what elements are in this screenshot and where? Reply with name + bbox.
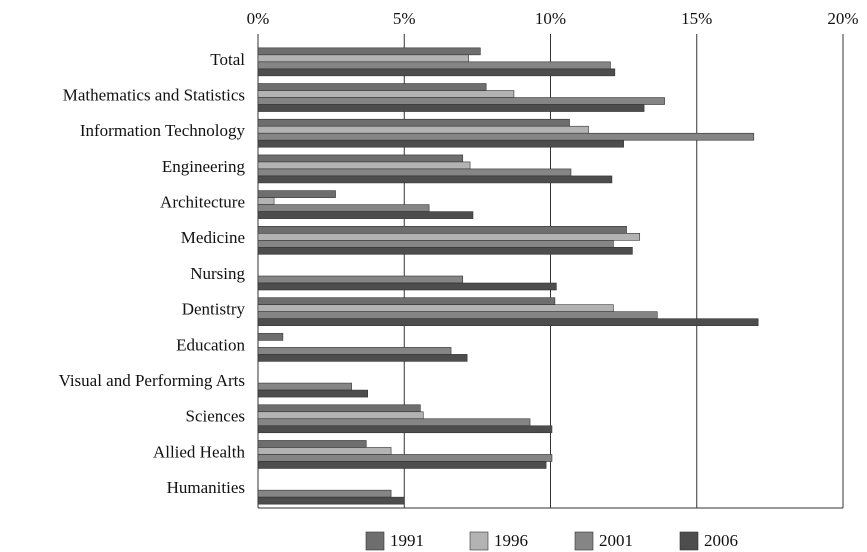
bar [257,190,336,198]
bar [257,175,613,184]
y-tick-label: Allied Health [153,442,246,461]
y-tick-label: Engineering [162,157,246,176]
y-tick-label: Nursing [190,264,245,283]
bar [257,354,468,362]
legend-swatch [365,531,385,551]
bar [257,204,430,212]
bar [257,333,284,341]
x-tick-label: 20% [827,9,858,28]
bar [257,47,481,56]
bar [257,247,633,255]
bar [257,54,469,63]
bar [257,125,589,134]
legend-label: 2001 [599,531,633,550]
bar [257,425,553,434]
legend-label: 1996 [494,531,528,550]
bar [257,297,556,305]
bar [257,461,547,469]
y-tick-label: Dentistry [182,300,246,319]
x-tick-label: 5% [393,9,416,28]
bar [257,211,474,219]
bar [257,61,611,70]
bar [257,154,464,163]
y-tick-label: Sciences [186,407,245,426]
y-tick-label: Visual and Performing Arts [59,371,245,390]
bar [257,447,392,455]
bar [257,132,755,141]
bar [257,440,367,448]
legend-label: 2006 [704,531,738,550]
x-tick-label: 15% [681,9,712,28]
bar [257,282,557,291]
legend-swatch [469,531,489,551]
bar [257,347,452,355]
bar [257,118,570,127]
bar [257,161,471,170]
bar [257,496,405,505]
bar [257,90,515,98]
bar [257,68,616,77]
y-tick-label: Architecture [160,193,245,212]
bar [257,197,275,205]
bar [257,389,368,398]
bar [257,489,392,498]
x-tick-label: 10% [535,9,566,28]
bar [257,233,641,241]
bar [257,97,665,105]
y-tick-label: Information Technology [80,121,246,140]
y-tick-label: Humanities [167,478,245,497]
bar [257,168,572,177]
bar [257,139,624,148]
bar [257,104,645,112]
legend-label: 1991 [390,531,424,550]
bar [257,404,421,413]
bar [257,418,531,427]
bar [257,275,464,284]
bar [257,454,553,462]
y-tick-label: Mathematics and Statistics [63,85,245,104]
bar [257,318,759,326]
x-tick-label: 0% [247,9,270,28]
y-tick-label: Medicine [181,228,245,247]
bar [257,411,424,420]
bar [257,304,614,312]
bar [257,226,627,234]
y-tick-label: Total [210,50,245,69]
bar [257,83,487,91]
legend-swatch [679,531,699,551]
legend-swatch [574,531,594,551]
bar [257,240,614,248]
bar [257,382,352,391]
bar [257,311,658,319]
y-tick-label: Education [176,335,245,354]
